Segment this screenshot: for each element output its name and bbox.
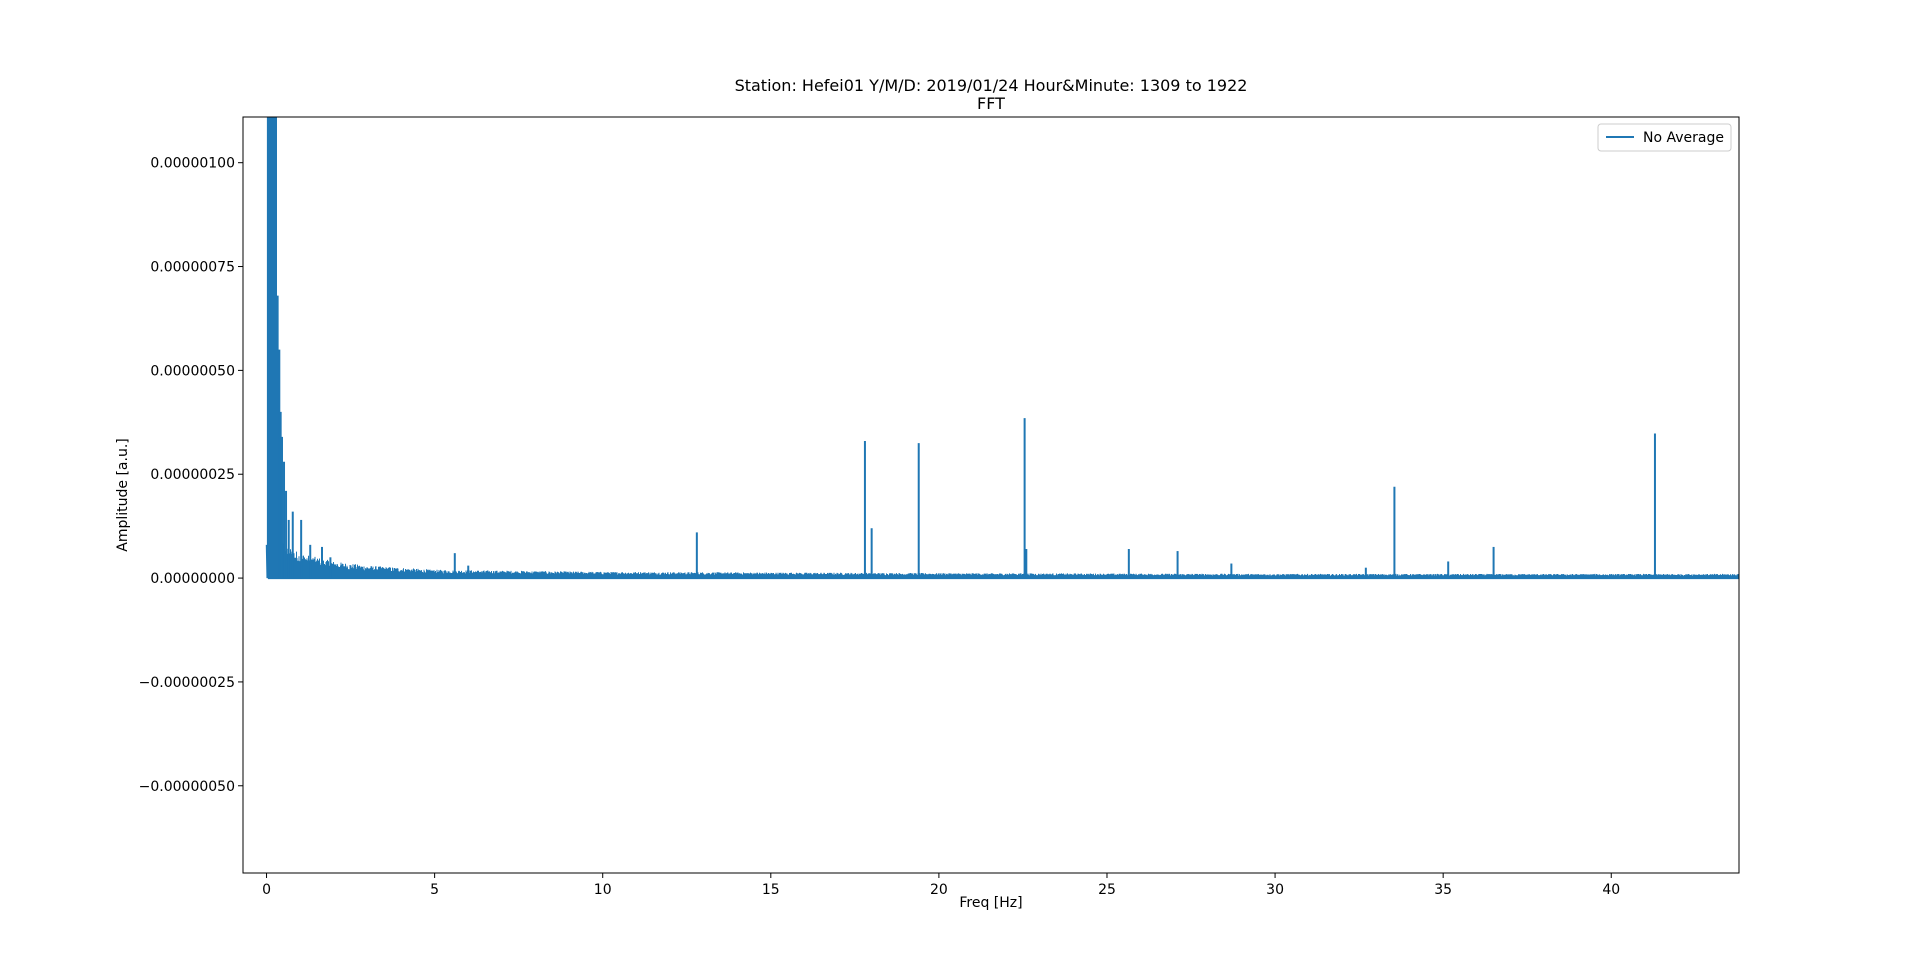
x-tick-label: 10: [594, 882, 612, 898]
y-axis-label: Amplitude [a.u.]: [115, 438, 131, 551]
y-tick-label: 0.00000000: [150, 571, 235, 587]
series-layer: [265, 117, 1739, 580]
y-tick-label: 0.00000025: [150, 467, 235, 483]
y-tick-label: 0.00000075: [150, 260, 235, 276]
x-axis-ticks: 0 5 10 15 20 25 30 35 40: [262, 873, 1620, 898]
y-tick-label: −0.00000050: [139, 779, 235, 795]
chart-subtitle: FFT: [977, 94, 1005, 113]
y-tick-label: −0.00000025: [139, 675, 235, 691]
plot-frame: [242, 116, 1740, 874]
y-axis-ticks: −0.00000050 −0.00000025 0.00000000 0.000000…: [139, 156, 243, 795]
x-tick-label: 5: [430, 882, 439, 898]
x-tick-label: 40: [1602, 882, 1620, 898]
x-tick-label: 15: [762, 882, 780, 898]
x-axis-label: Freq [Hz]: [959, 895, 1022, 911]
x-tick-label: 0: [262, 882, 271, 898]
x-tick-label: 35: [1434, 882, 1452, 898]
legend: No Average: [1597, 123, 1732, 152]
y-tick-label: 0.00000050: [150, 363, 235, 379]
x-tick-label: 20: [930, 882, 948, 898]
chart-title: Station: Hefei01 Y/M/D: 2019/01/24 Hour&…: [735, 76, 1248, 95]
x-tick-label: 25: [1098, 882, 1116, 898]
legend-box: [1597, 123, 1732, 152]
x-tick-label: 30: [1266, 882, 1284, 898]
spectrum-low-freq-cluster: [266, 117, 277, 579]
legend-label-no-average: No Average: [1643, 130, 1724, 146]
y-tick-label: 0.00000100: [150, 156, 235, 172]
